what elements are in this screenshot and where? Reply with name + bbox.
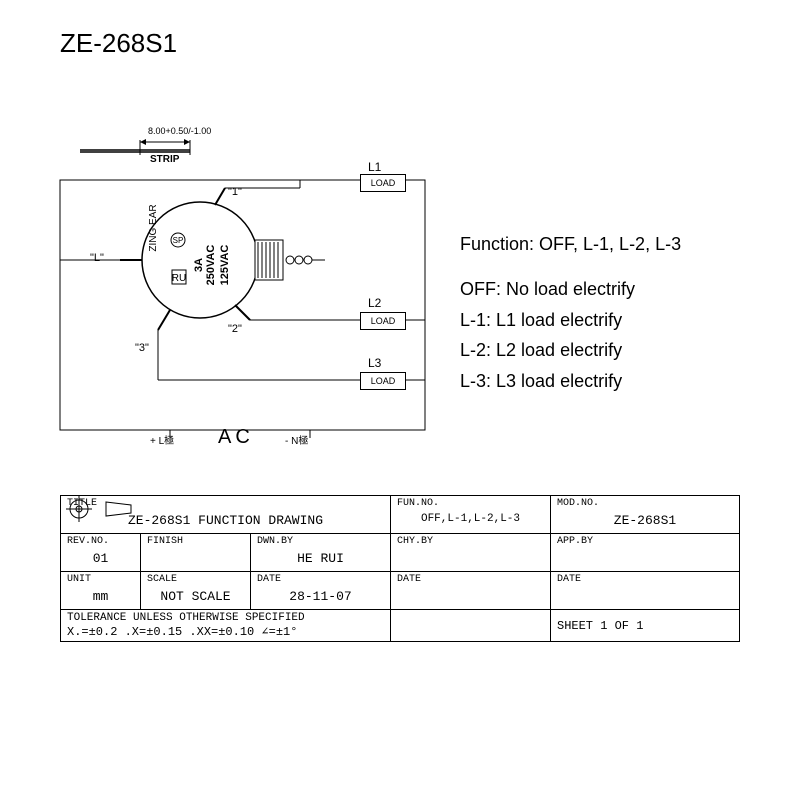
load-l1-box: LOAD [360, 174, 406, 192]
cell-dwnby: DWN.BY HE RUI [251, 534, 391, 572]
load-l1-id: L1 [368, 160, 381, 174]
svg-text:250VAC: 250VAC [205, 245, 217, 286]
wiring-diagram: ZING EAR 250VAC 125VAC 3A SP RU [50, 130, 440, 450]
cell-funno: FUN.NO. OFF,L-1,L-2,L-3 [391, 496, 551, 534]
cell-revno: REV.NO. 01 [61, 534, 141, 572]
svg-text:3A: 3A [193, 258, 205, 272]
cell-chkby: CHY.BY [391, 534, 551, 572]
load-l2-id: L2 [368, 296, 381, 310]
cell-tolerance: TOLERANCE UNLESS OTHERWISE SPECIFIED X.=… [61, 610, 391, 642]
strip-dimension: 8.00+0.50/-1.00 [148, 126, 211, 136]
svg-text:ZING EAR: ZING EAR [148, 204, 159, 251]
cell-appby: APP.BY [551, 534, 740, 572]
cell-sheet: SHEET 1 OF 1 [551, 610, 740, 642]
ac-pos-label: + L極 [150, 432, 174, 447]
projection-icon [61, 496, 141, 522]
svg-text:RU: RU [172, 273, 186, 284]
ac-label: AC [218, 426, 254, 449]
cell-date2: DATE [391, 572, 551, 610]
function-line-l1: L-1: L1 load electrify [460, 306, 681, 335]
function-description: Function: OFF, L-1, L-2, L-3 OFF: No loa… [460, 230, 681, 398]
cell-date3: DATE [551, 572, 740, 610]
function-line-off: OFF: No load electrify [460, 275, 681, 304]
load-l2-box: LOAD [360, 312, 406, 330]
svg-text:125VAC: 125VAC [219, 245, 231, 286]
terminal-3-label: "3" [135, 342, 149, 354]
function-header: Function: OFF, L-1, L-2, L-3 [460, 230, 681, 259]
table-row: TOLERANCE UNLESS OTHERWISE SPECIFIED X.=… [61, 610, 740, 642]
ac-neg-label: - N極 [285, 432, 308, 447]
cell-modno: MOD.NO. ZE-268S1 [551, 496, 740, 534]
cell-projection-symbols [391, 610, 551, 642]
table-row: TITLE ZE-268S1 FUNCTION DRAWING FUN.NO. … [61, 496, 740, 534]
cell-scale: SCALE NOT SCALE [141, 572, 251, 610]
strip-label: STRIP [150, 154, 179, 165]
title-block-table: TITLE ZE-268S1 FUNCTION DRAWING FUN.NO. … [60, 495, 740, 642]
table-row: UNIT mm SCALE NOT SCALE DATE 28-11-07 DA… [61, 572, 740, 610]
table-row: REV.NO. 01 FINISH DWN.BY HE RUI CHY.BY A… [61, 534, 740, 572]
terminal-1-label: "1" [228, 186, 242, 198]
function-line-l2: L-2: L2 load electrify [460, 336, 681, 365]
cell-date1: DATE 28-11-07 [251, 572, 391, 610]
terminal-2-label: "2" [228, 323, 242, 335]
cell-finish: FINISH [141, 534, 251, 572]
function-line-l3: L-3: L3 load electrify [460, 367, 681, 396]
page-title: ZE-268S1 [60, 28, 177, 59]
terminal-L-label: "L" [90, 252, 104, 264]
load-l3-id: L3 [368, 356, 381, 370]
svg-text:SP: SP [173, 236, 184, 245]
cell-unit: UNIT mm [61, 572, 141, 610]
load-l3-box: LOAD [360, 372, 406, 390]
